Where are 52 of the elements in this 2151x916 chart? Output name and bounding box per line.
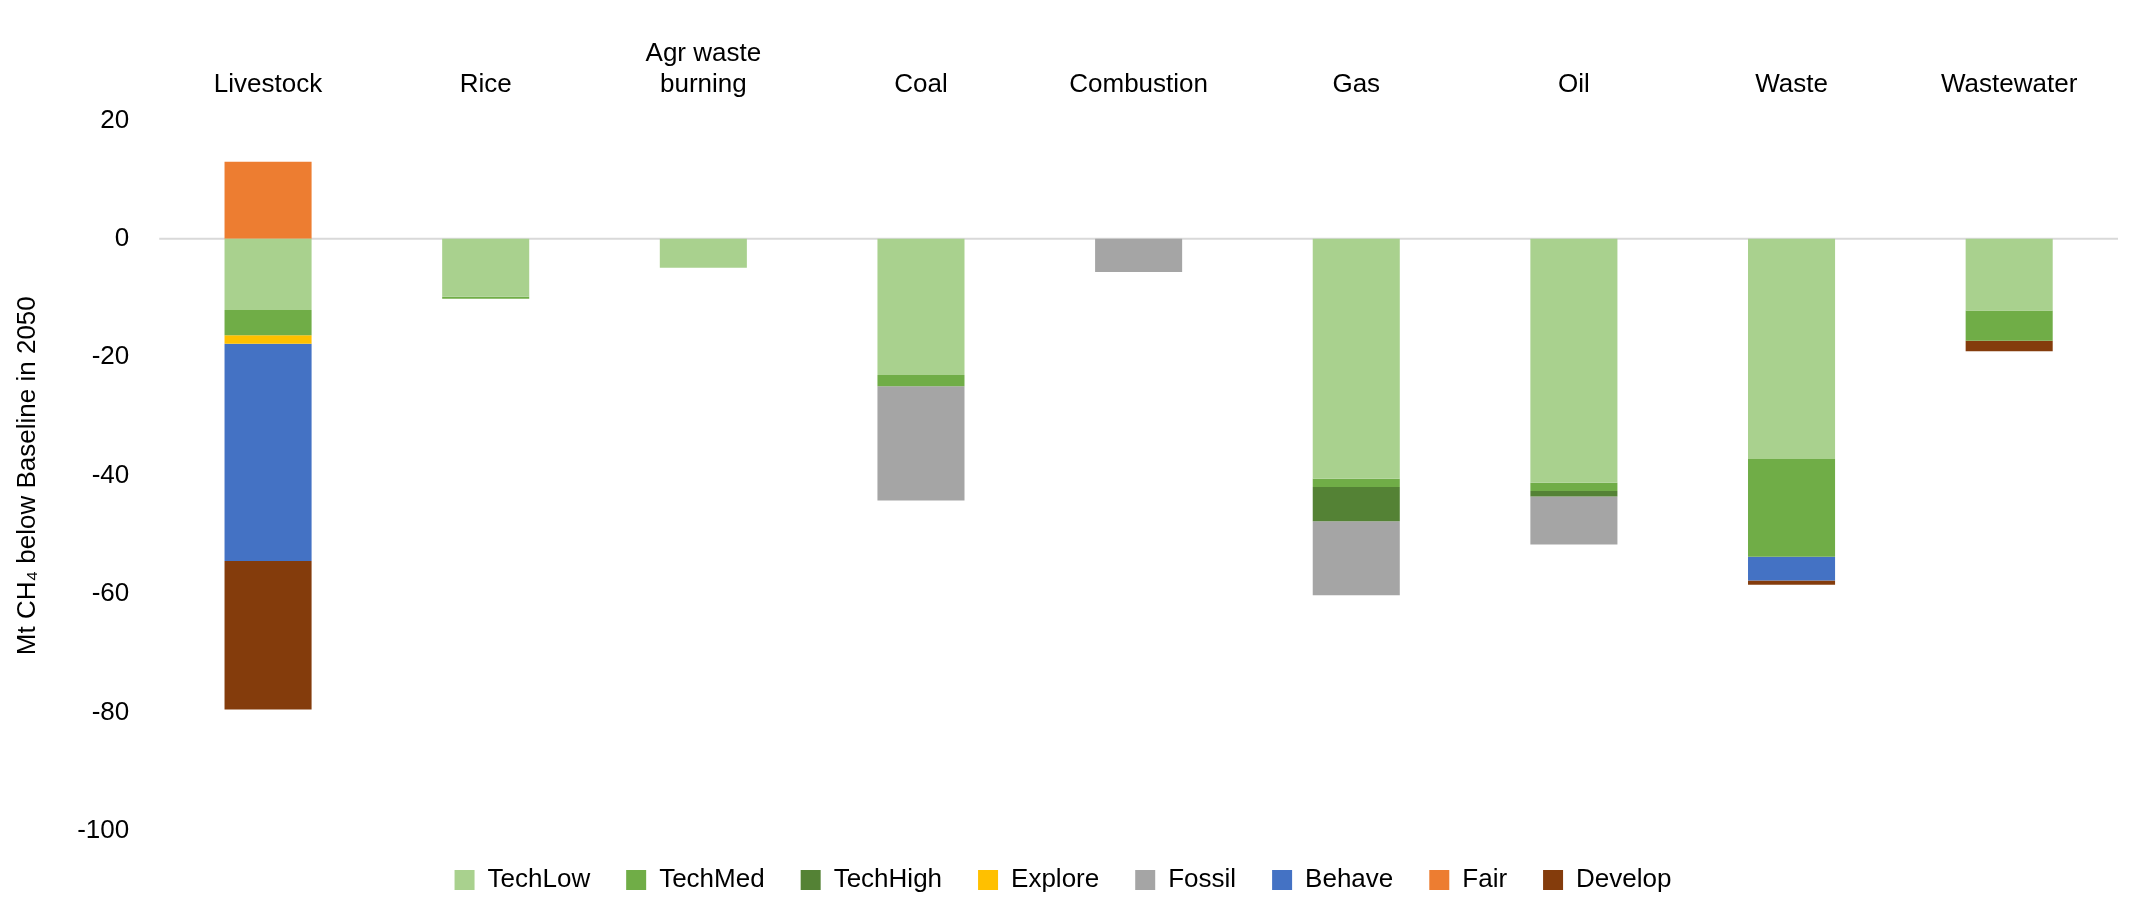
bar [1530,238,1618,483]
bar [1530,496,1618,545]
bar [877,386,965,501]
legend-label: Develop [1576,863,1672,894]
bar [877,375,965,387]
y-axis-title: Mt CH₄ below Baseline in 2050 [10,296,41,656]
x-tick-label: Oil [1558,67,1590,98]
bar [1965,340,2053,352]
y-tick-label: 20 [100,103,130,134]
bar [1312,238,1400,479]
legend-label: Fossil [1168,863,1237,894]
bar [224,335,312,344]
bar [1965,310,2053,341]
bar [224,560,312,710]
x-tick-label: Agr waste burning [645,36,762,98]
bar [224,238,312,310]
x-tick-label: Combustion [1069,67,1208,98]
bar [224,343,312,561]
bar [659,238,747,268]
legend-label: Fair [1462,863,1508,894]
bar [1748,238,1836,460]
legend-label: TechMed [659,863,765,894]
y-tick-label: -80 [91,695,130,726]
legend-label: Behave [1305,863,1394,894]
legend-label: TechLow [487,863,591,894]
bar [224,161,312,239]
bar [1748,459,1836,557]
y-tick-label: -60 [91,577,130,608]
bar [1530,482,1618,492]
x-tick-label: Rice [459,67,512,98]
bar [1312,478,1400,487]
bar [442,238,530,297]
bar [1965,238,2053,311]
x-tick-label: Wastewater [1941,67,2078,98]
y-tick-label: -40 [91,458,130,489]
x-tick-label: Waste [1755,67,1828,98]
x-tick-label: Livestock [213,67,324,98]
y-tick-label: 0 [114,222,130,253]
bar [1748,580,1836,585]
y-tick-label: -100 [77,814,130,845]
bar [1530,491,1618,497]
legend-label: Explore [1011,863,1100,894]
bar [877,238,965,376]
bar [1095,238,1183,272]
bar [1312,521,1400,596]
legend-label: TechHigh [833,863,943,894]
bar [224,309,312,336]
bar [1312,486,1400,522]
x-tick-label: Coal [894,67,948,98]
y-tick-label: -20 [91,340,130,371]
bar [1748,556,1836,581]
x-tick-label: Gas [1332,67,1381,98]
